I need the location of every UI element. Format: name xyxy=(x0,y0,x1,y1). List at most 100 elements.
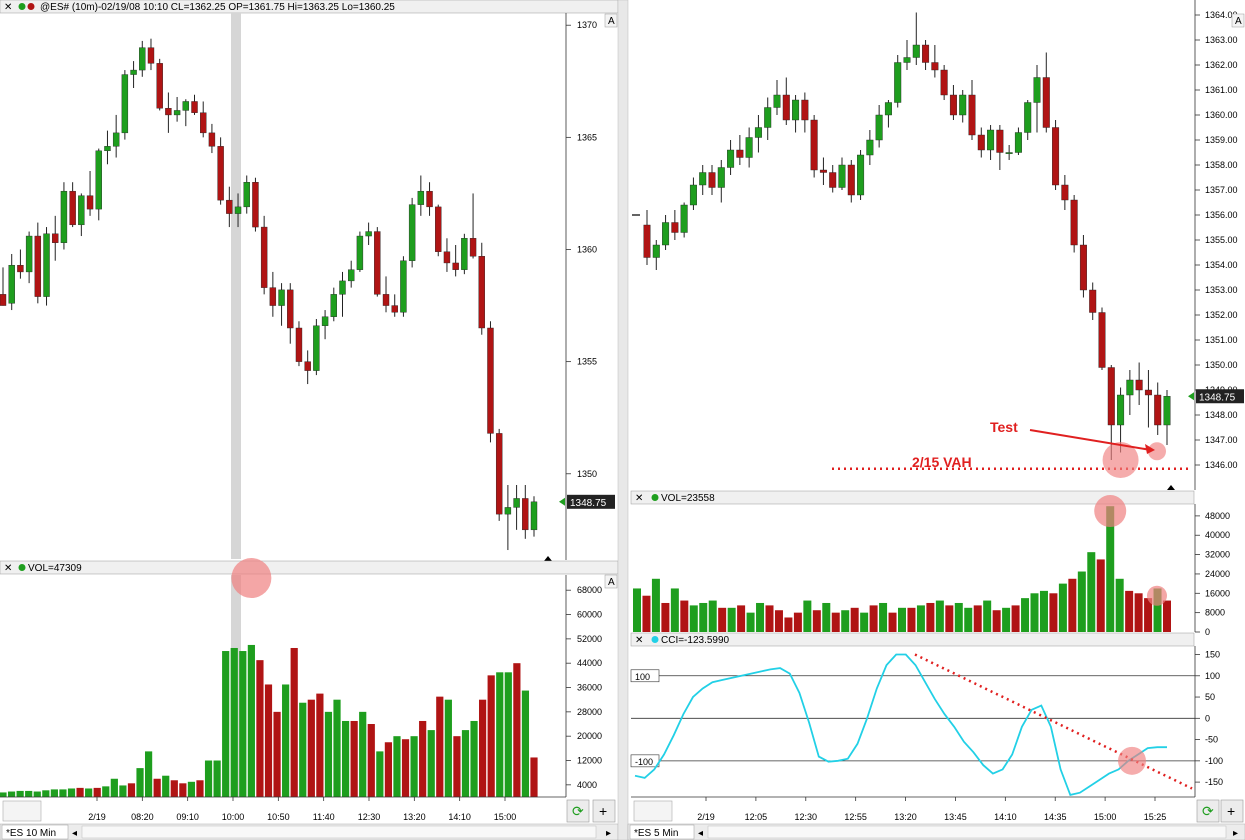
x-tick-label: 14:10 xyxy=(448,812,471,822)
right-add-button[interactable] xyxy=(1220,799,1244,823)
left-chart-tab-label: *ES 10 Min xyxy=(6,828,56,839)
y-tick-label: 0 xyxy=(1205,627,1210,637)
volume-bar xyxy=(888,612,897,632)
right-scroll-marker-icon xyxy=(1167,485,1175,490)
right-cci-line xyxy=(634,653,1167,796)
close-icon[interactable]: ✕ xyxy=(4,563,12,574)
candle xyxy=(478,256,485,329)
x-tick-label: 13:45 xyxy=(944,812,967,822)
candle xyxy=(426,190,433,208)
up-dot-icon xyxy=(18,3,26,10)
volume-bar xyxy=(1096,559,1105,632)
cci-level-label: -100 xyxy=(635,757,653,767)
candle xyxy=(104,146,111,152)
close-icon[interactable]: ✕ xyxy=(635,635,643,646)
volume-bar xyxy=(256,660,264,797)
y-tick-label: 1361.00 xyxy=(1205,85,1238,95)
volume-bar xyxy=(651,578,660,632)
y-tick-label: 28000 xyxy=(577,707,602,717)
candle xyxy=(487,327,494,434)
volume-bar xyxy=(756,602,765,632)
x-tick-label: 11:40 xyxy=(313,812,335,822)
candle xyxy=(217,146,224,201)
test-arrow-line xyxy=(1029,429,1152,451)
tab-scroll-left-icon[interactable]: ◂ xyxy=(72,828,77,839)
candle xyxy=(382,294,390,306)
close-icon[interactable]: ✕ xyxy=(635,493,643,504)
left-add-label: + xyxy=(599,803,607,819)
candle xyxy=(252,182,259,228)
y-tick-label: 32000 xyxy=(1205,550,1230,560)
tab-scroll-right-icon[interactable]: ▸ xyxy=(1233,828,1238,839)
volume-bar xyxy=(444,699,452,797)
candle xyxy=(968,94,976,136)
tab-scroll-right-icon[interactable]: ▸ xyxy=(606,828,611,839)
volume-bar xyxy=(33,791,41,797)
volume-bar xyxy=(992,610,1001,632)
candle xyxy=(754,127,762,138)
left-volume-header-bar xyxy=(0,560,619,575)
right-chart-tab[interactable] xyxy=(629,824,695,840)
candle xyxy=(875,114,883,141)
volume-bar xyxy=(945,605,954,632)
y-tick-label: 48000 xyxy=(1205,511,1230,521)
candle xyxy=(34,235,42,297)
volume-bar xyxy=(367,724,375,797)
y-tick-label: 8000 xyxy=(1205,608,1225,618)
down-dot-icon xyxy=(27,3,35,10)
right-horizontal-scrollbar[interactable] xyxy=(707,825,1227,839)
volume-bar xyxy=(812,610,821,632)
volume-bar xyxy=(290,647,298,797)
volume-bar xyxy=(102,786,110,797)
left-axis-button[interactable] xyxy=(604,13,618,28)
right-cci-annotations xyxy=(914,653,1193,790)
volume-bar xyxy=(222,651,230,797)
volume-bar xyxy=(793,612,802,632)
right-axis-button[interactable] xyxy=(1231,13,1245,28)
volume-highlight-circle xyxy=(1147,585,1167,606)
window-splitter[interactable] xyxy=(617,0,629,840)
candle xyxy=(689,184,697,206)
candle xyxy=(959,94,967,116)
candle xyxy=(139,47,146,71)
candle xyxy=(903,57,911,63)
cci-level-label: 100 xyxy=(635,672,650,682)
volume-bar xyxy=(487,675,495,797)
volume-bar xyxy=(521,690,530,797)
left-zoom-box[interactable] xyxy=(2,800,42,822)
test-annotation-label: Test xyxy=(990,419,1018,435)
y-tick-label: 24000 xyxy=(1205,569,1230,579)
candle xyxy=(165,107,172,116)
right-refresh-button[interactable] xyxy=(1196,799,1220,823)
tab-scroll-left-icon[interactable]: ◂ xyxy=(698,828,703,839)
cci-level-box xyxy=(630,669,660,683)
x-tick-label: 15:00 xyxy=(494,812,517,822)
candle xyxy=(1107,367,1115,426)
volume-bar xyxy=(127,783,136,797)
candle xyxy=(52,233,59,243)
candle xyxy=(86,195,94,210)
close-icon[interactable]: ✕ xyxy=(4,2,12,13)
volume-bar xyxy=(25,790,33,797)
volume-bar xyxy=(67,788,76,797)
volume-bar xyxy=(803,600,812,632)
left-horizontal-scrollbar[interactable] xyxy=(81,825,597,839)
candle xyxy=(513,498,520,508)
y-tick-label: 68000 xyxy=(577,585,602,595)
candle xyxy=(987,129,995,151)
left-chart-tab[interactable] xyxy=(1,824,69,840)
volume-bar xyxy=(1134,593,1143,632)
candle xyxy=(0,294,7,306)
volume-bar xyxy=(774,610,783,632)
left-refresh-button[interactable] xyxy=(566,799,590,823)
x-tick-label: 12:30 xyxy=(358,812,381,822)
left-volume-axis-button[interactable] xyxy=(604,574,618,589)
volume-bar xyxy=(513,663,521,797)
volume-bar xyxy=(299,702,307,797)
left-add-button[interactable] xyxy=(592,799,616,823)
volume-bar xyxy=(898,607,906,632)
volume-bar xyxy=(136,768,144,797)
candle xyxy=(130,69,137,75)
right-axis-button-label: A xyxy=(1235,16,1242,27)
right-zoom-box[interactable] xyxy=(633,800,673,822)
